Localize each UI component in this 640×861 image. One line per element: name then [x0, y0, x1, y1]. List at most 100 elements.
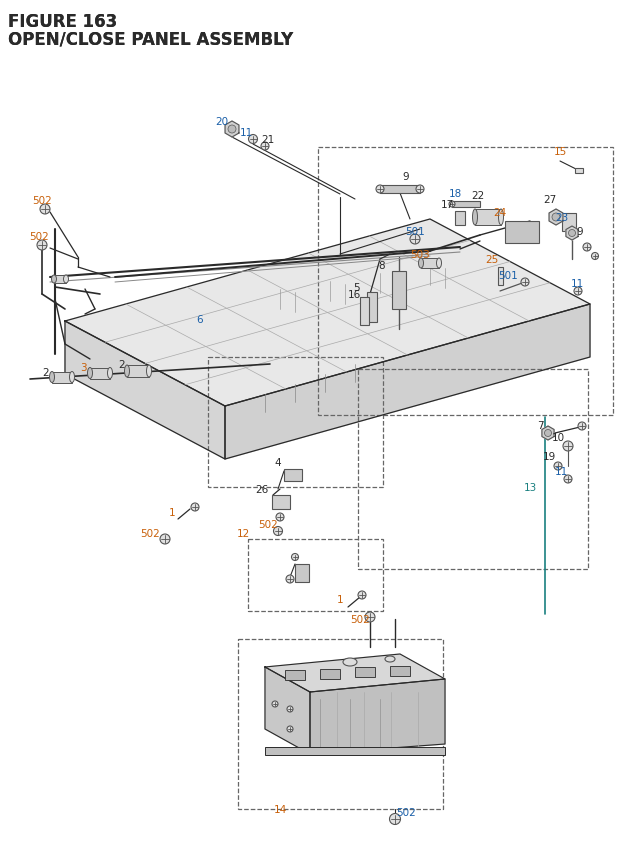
- Polygon shape: [65, 322, 225, 460]
- Bar: [455, 212, 465, 226]
- Bar: [248, 539, 383, 611]
- Text: 502: 502: [140, 529, 160, 538]
- Circle shape: [376, 186, 384, 194]
- Circle shape: [276, 513, 284, 522]
- Ellipse shape: [472, 210, 477, 226]
- Circle shape: [40, 205, 50, 214]
- Text: 502: 502: [29, 232, 49, 242]
- Ellipse shape: [499, 210, 504, 226]
- Circle shape: [291, 554, 298, 561]
- Text: 501: 501: [405, 226, 425, 237]
- Polygon shape: [566, 226, 578, 241]
- Circle shape: [574, 288, 582, 295]
- Circle shape: [37, 241, 47, 251]
- Text: 11: 11: [239, 127, 253, 138]
- Text: 502: 502: [350, 614, 370, 624]
- Circle shape: [160, 535, 170, 544]
- Circle shape: [554, 462, 562, 470]
- Bar: [505, 222, 539, 244]
- Bar: [54, 276, 66, 283]
- Circle shape: [365, 612, 375, 623]
- Bar: [318, 148, 613, 416]
- Bar: [475, 210, 501, 226]
- Text: 7: 7: [537, 420, 543, 430]
- Bar: [272, 495, 290, 510]
- Text: 5: 5: [354, 282, 360, 293]
- Text: 15: 15: [554, 147, 566, 157]
- Bar: [52, 372, 72, 383]
- Ellipse shape: [419, 258, 424, 269]
- Text: 18: 18: [449, 189, 461, 199]
- Circle shape: [287, 726, 293, 732]
- Bar: [390, 666, 410, 676]
- Polygon shape: [265, 654, 445, 692]
- Text: 11: 11: [554, 467, 568, 476]
- Text: OPEN/CLOSE PANEL ASSEMBLY: OPEN/CLOSE PANEL ASSEMBLY: [8, 30, 293, 48]
- Bar: [285, 670, 305, 680]
- Text: 12: 12: [236, 529, 250, 538]
- Circle shape: [578, 423, 586, 430]
- Circle shape: [583, 244, 591, 251]
- Text: 501: 501: [498, 270, 518, 281]
- Text: 9: 9: [577, 226, 583, 237]
- Text: 2: 2: [118, 360, 125, 369]
- Polygon shape: [225, 305, 590, 460]
- Circle shape: [390, 814, 401, 825]
- Text: 8: 8: [379, 261, 385, 270]
- Bar: [575, 169, 583, 174]
- Text: 9: 9: [403, 172, 410, 182]
- Polygon shape: [65, 220, 590, 406]
- Text: FIGURE 163: FIGURE 163: [8, 13, 117, 31]
- Circle shape: [248, 135, 257, 145]
- Circle shape: [287, 706, 293, 712]
- Text: 11: 11: [570, 279, 584, 288]
- Circle shape: [521, 279, 529, 287]
- Bar: [208, 357, 383, 487]
- Text: 502: 502: [32, 195, 52, 206]
- Ellipse shape: [385, 656, 395, 662]
- Polygon shape: [549, 210, 563, 226]
- Bar: [284, 469, 302, 481]
- Ellipse shape: [147, 366, 152, 378]
- Ellipse shape: [125, 366, 129, 378]
- Ellipse shape: [343, 659, 357, 666]
- Ellipse shape: [49, 372, 54, 383]
- Circle shape: [358, 592, 366, 599]
- Circle shape: [568, 230, 575, 238]
- Text: 3: 3: [80, 362, 86, 373]
- Text: 27: 27: [543, 195, 557, 205]
- Bar: [90, 368, 110, 379]
- Text: 17: 17: [440, 200, 454, 210]
- Text: 1: 1: [169, 507, 175, 517]
- Text: 24: 24: [493, 208, 507, 218]
- Polygon shape: [225, 122, 239, 138]
- Text: 1: 1: [337, 594, 343, 604]
- Text: 502: 502: [396, 807, 416, 817]
- Text: 19: 19: [542, 451, 556, 461]
- Ellipse shape: [88, 368, 93, 379]
- Bar: [360, 298, 369, 325]
- Text: FIGURE 163: FIGURE 163: [8, 13, 117, 31]
- Polygon shape: [265, 667, 310, 754]
- Bar: [562, 214, 576, 232]
- Text: 502: 502: [258, 519, 278, 530]
- Text: 14: 14: [273, 804, 287, 814]
- Text: 16: 16: [348, 289, 360, 300]
- Text: 10: 10: [552, 432, 564, 443]
- Text: 23: 23: [556, 213, 568, 223]
- Circle shape: [228, 126, 236, 133]
- Text: 503: 503: [410, 250, 430, 260]
- Bar: [367, 293, 377, 323]
- Circle shape: [449, 201, 455, 208]
- Circle shape: [545, 430, 552, 437]
- Circle shape: [416, 186, 424, 194]
- Circle shape: [191, 504, 199, 511]
- Text: 21: 21: [261, 135, 275, 145]
- Circle shape: [552, 214, 560, 222]
- Bar: [265, 747, 445, 755]
- Bar: [498, 268, 503, 286]
- Ellipse shape: [108, 368, 113, 379]
- Bar: [380, 186, 420, 194]
- Text: 2: 2: [43, 368, 49, 378]
- Bar: [355, 667, 375, 678]
